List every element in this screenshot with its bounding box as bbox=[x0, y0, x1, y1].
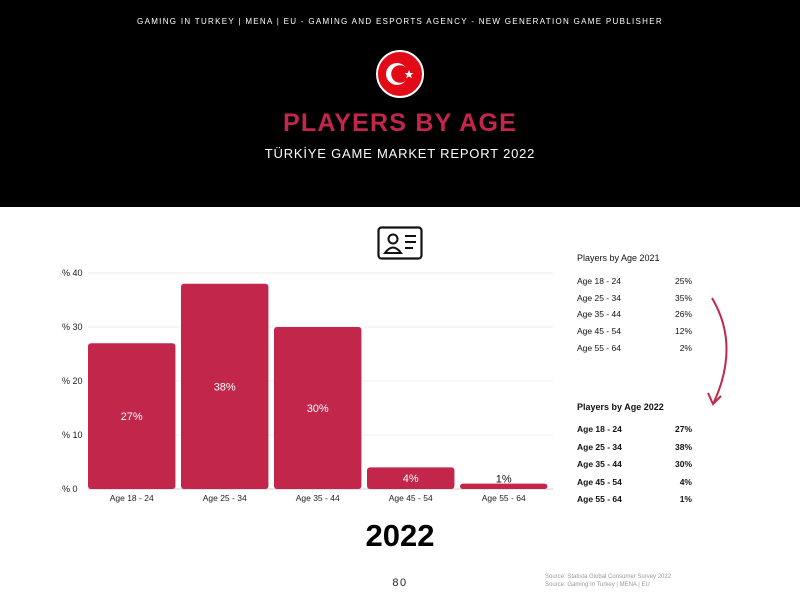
y-tick-label: % 0 bbox=[62, 484, 78, 494]
legend-row: Age 35 - 44 26% bbox=[577, 309, 692, 323]
legend-row-label: Age 25 - 34 bbox=[577, 441, 622, 452]
chart-year: 2022 bbox=[365, 518, 435, 553]
legend-row: Age 35 - 44 30% bbox=[577, 459, 692, 473]
players-by-age-chart: % 0 % 10 % 20 % 30 % 40 27% Age 18 - 24 38% Age … bbox=[62, 268, 553, 503]
legend-row: Age 55 - 64 2% bbox=[577, 343, 692, 357]
legend-row: Age 18 - 24 27% bbox=[577, 424, 692, 438]
legend-row-label: Age 18 - 24 bbox=[577, 424, 622, 434]
legend-row: Age 25 - 34 35% bbox=[577, 293, 692, 307]
legend-row-value: 26% bbox=[674, 309, 692, 320]
bar-data-label: 38% bbox=[214, 381, 236, 393]
legend-row-value: 27% bbox=[674, 424, 692, 434]
x-tick-label: Age 25 - 34 bbox=[203, 493, 247, 503]
legend-row-value: 38% bbox=[674, 441, 692, 452]
bar bbox=[274, 327, 362, 489]
legend-row: Age 45 - 54 12% bbox=[577, 326, 692, 340]
x-tick-label: Age 35 - 44 bbox=[296, 493, 340, 503]
legend-row-value: 2% bbox=[679, 342, 692, 353]
bar bbox=[88, 343, 176, 489]
legend-row: Age 55 - 64 1% bbox=[577, 494, 692, 508]
agency-tagline: GAMING IN TURKEY | MENA | EU - GAMING AN… bbox=[137, 17, 663, 26]
bar-data-label: 27% bbox=[121, 411, 143, 423]
legend-row-label: Age 18 - 24 bbox=[577, 276, 621, 286]
legend-row-value: 35% bbox=[674, 292, 692, 303]
legend-row: Age 45 - 54 4% bbox=[577, 477, 692, 491]
source-line-2: Source: Gaming In Turkey | MENA | EU bbox=[545, 582, 650, 588]
id-card-icon bbox=[377, 226, 423, 260]
legend-row-value: 25% bbox=[674, 276, 692, 286]
y-tick-label: % 40 bbox=[62, 268, 83, 278]
legend-row-value: 4% bbox=[679, 476, 692, 487]
x-tick-label: Age 55 - 64 bbox=[482, 493, 526, 503]
x-tick-label: Age 18 - 24 bbox=[110, 493, 154, 503]
bar bbox=[367, 467, 455, 489]
legend-2022-title: Players by Age 2022 bbox=[577, 402, 664, 412]
legend-row-label: Age 45 - 54 bbox=[577, 476, 622, 487]
curved-arrow-icon bbox=[707, 297, 728, 406]
x-tick-label: Age 45 - 54 bbox=[389, 493, 433, 503]
legend-row-label: Age 35 - 44 bbox=[577, 309, 621, 320]
bar-data-label: 1% bbox=[496, 474, 512, 486]
bar-data-label: 30% bbox=[307, 403, 329, 415]
page-title: PLAYERS BY AGE bbox=[283, 109, 517, 137]
legend-row-label: Age 55 - 64 bbox=[577, 342, 621, 353]
header-banner: GAMING IN TURKEY | MENA | EU - GAMING AN… bbox=[0, 0, 800, 207]
source-note: Source: Statista Global Consumer Survey … bbox=[545, 573, 671, 589]
legend-row: Age 18 - 24 25% bbox=[577, 276, 692, 290]
turkey-flag-icon bbox=[376, 50, 424, 98]
legend-row: Age 25 - 34 38% bbox=[577, 442, 692, 456]
legend-row-value: 1% bbox=[679, 494, 692, 504]
page-subtitle: TÜRKİYE GAME MARKET REPORT 2022 bbox=[264, 146, 536, 161]
legend-row-value: 30% bbox=[674, 459, 692, 469]
bar-data-label: 4% bbox=[403, 473, 419, 485]
legend-row-label: Age 35 - 44 bbox=[577, 459, 622, 469]
legend-2021-title: Players by Age 2021 bbox=[577, 253, 660, 263]
legend-row-label: Age 55 - 64 bbox=[577, 494, 622, 504]
bar bbox=[181, 283, 269, 489]
legend-row-value: 12% bbox=[674, 326, 692, 337]
legend-row-label: Age 45 - 54 bbox=[577, 326, 621, 337]
y-tick-label: % 20 bbox=[62, 376, 83, 386]
legend-row-label: Age 25 - 34 bbox=[577, 292, 621, 303]
bar bbox=[460, 483, 548, 489]
source-line-1: Source: Statista Global Consumer Survey … bbox=[545, 574, 672, 580]
y-tick-label: % 10 bbox=[62, 430, 83, 440]
y-tick-label: % 30 bbox=[62, 322, 83, 332]
page-number: 80 bbox=[392, 577, 408, 589]
